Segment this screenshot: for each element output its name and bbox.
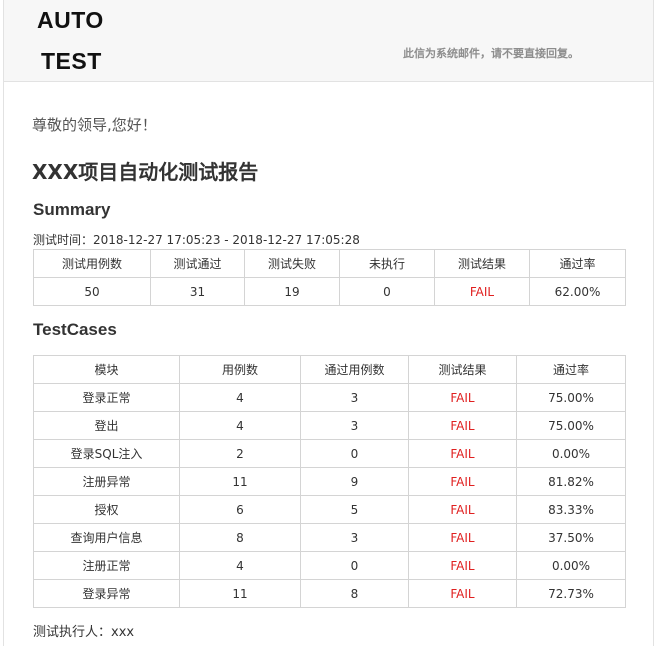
passed-count-cell: 5	[300, 495, 409, 524]
summary-heading: Summary	[33, 200, 111, 219]
module-cell: 注册异常	[33, 467, 180, 496]
test-executor: 测试执行人：xxx	[33, 625, 135, 640]
testcases-header-cell: 用例数	[179, 355, 301, 384]
result-cell: FAIL	[408, 523, 517, 552]
module-cell: 登出	[33, 411, 180, 440]
summary-table: 测试用例数 测试通过 测试失败 未执行 测试结果 通过率 50 31 19 0 …	[33, 249, 626, 306]
email-header: AUTO TEST 此信为系统邮件，请不要直接回复。	[4, 0, 653, 82]
result-cell: FAIL	[408, 495, 517, 524]
testcases-heading: TestCases	[33, 320, 117, 339]
pass-rate-cell: 75.00%	[516, 383, 626, 412]
table-row: 登录正常 4 3 FAIL 75.00%	[33, 383, 626, 412]
table-row: 查询用户信息 8 3 FAIL 37.50%	[33, 523, 626, 552]
case-count-cell: 4	[179, 383, 301, 412]
passed-count-cell: 9	[300, 467, 409, 496]
case-count-cell: 4	[179, 411, 301, 440]
passed-count-cell: 8	[300, 579, 409, 608]
table-row: 登录SQL注入 2 0 FAIL 0.00%	[33, 439, 626, 468]
testcases-header-cell: 模块	[33, 355, 180, 384]
greeting: 尊敬的领导,您好！	[32, 116, 157, 134]
module-cell: 登录正常	[33, 383, 180, 412]
not-run-value: 0	[339, 277, 435, 306]
table-row: 注册正常 4 0 FAIL 0.00%	[33, 551, 626, 580]
summary-header-cell: 测试用例数	[33, 249, 151, 278]
table-row: 登出 4 3 FAIL 75.00%	[33, 411, 626, 440]
passed-count-cell: 3	[300, 411, 409, 440]
result-cell: FAIL	[408, 383, 517, 412]
summary-header-cell: 测试通过	[150, 249, 245, 278]
pass-rate-cell: 37.50%	[516, 523, 626, 552]
case-count-cell: 8	[179, 523, 301, 552]
result-cell: FAIL	[408, 411, 517, 440]
passed-count-cell: 0	[300, 551, 409, 580]
failed-value: 19	[244, 277, 340, 306]
summary-header-cell: 未执行	[339, 249, 435, 278]
system-notice: 此信为系统邮件，请不要直接回复。	[403, 47, 579, 60]
summary-header-cell: 测试结果	[434, 249, 530, 278]
pass-rate-cell: 81.82%	[516, 467, 626, 496]
testcases-header-cell: 通过率	[516, 355, 626, 384]
test-time: 测试时间：2018-12-27 17:05:23 - 2018-12-27 17…	[33, 233, 360, 247]
pass-rate-cell: 72.73%	[516, 579, 626, 608]
table-row: 登录异常 11 8 FAIL 72.73%	[33, 579, 626, 608]
summary-header-row: 测试用例数 测试通过 测试失败 未执行 测试结果 通过率	[33, 249, 626, 278]
module-cell: 注册正常	[33, 551, 180, 580]
module-cell: 登录SQL注入	[33, 439, 180, 468]
result-cell: FAIL	[408, 439, 517, 468]
testcases-table: 模块 用例数 通过用例数 测试结果 通过率 登录正常 4 3 FAIL 75.00% 登出…	[33, 355, 626, 608]
case-count-cell: 2	[179, 439, 301, 468]
result-cell: FAIL	[408, 467, 517, 496]
passed-count-cell: 3	[300, 383, 409, 412]
summary-value-row: 50 31 19 0 FAIL 62.00%	[33, 277, 626, 306]
case-count-cell: 6	[179, 495, 301, 524]
passed-value: 31	[150, 277, 245, 306]
email-frame: AUTO TEST 此信为系统邮件，请不要直接回复。 尊敬的领导,您好！ XXX…	[3, 0, 654, 646]
pass-rate-cell: 0.00%	[516, 439, 626, 468]
result-cell: FAIL	[408, 551, 517, 580]
module-cell: 查询用户信息	[33, 523, 180, 552]
table-row: 注册异常 11 9 FAIL 81.82%	[33, 467, 626, 496]
module-cell: 授权	[33, 495, 180, 524]
summary-header-cell: 通过率	[529, 249, 626, 278]
result-status: FAIL	[434, 277, 530, 306]
pass-rate-cell: 0.00%	[516, 551, 626, 580]
table-row: 授权 6 5 FAIL 83.33%	[33, 495, 626, 524]
testcases-header-row: 模块 用例数 通过用例数 测试结果 通过率	[33, 355, 626, 384]
pass-rate-cell: 75.00%	[516, 411, 626, 440]
passed-count-cell: 0	[300, 439, 409, 468]
module-cell: 登录异常	[33, 579, 180, 608]
logo-line-1: AUTO	[37, 7, 104, 33]
case-count-cell: 11	[179, 579, 301, 608]
pass-rate-value: 62.00%	[529, 277, 626, 306]
testcases-header-cell: 测试结果	[408, 355, 517, 384]
summary-header-cell: 测试失败	[244, 249, 340, 278]
pass-rate-cell: 83.33%	[516, 495, 626, 524]
result-cell: FAIL	[408, 579, 517, 608]
passed-count-cell: 3	[300, 523, 409, 552]
testcases-header-cell: 通过用例数	[300, 355, 409, 384]
report-title: XXX项目自动化测试报告	[32, 160, 259, 184]
logo-line-2: TEST	[41, 48, 102, 74]
case-count-cell: 11	[179, 467, 301, 496]
case-count-cell: 4	[179, 551, 301, 580]
total-cases-value: 50	[33, 277, 151, 306]
